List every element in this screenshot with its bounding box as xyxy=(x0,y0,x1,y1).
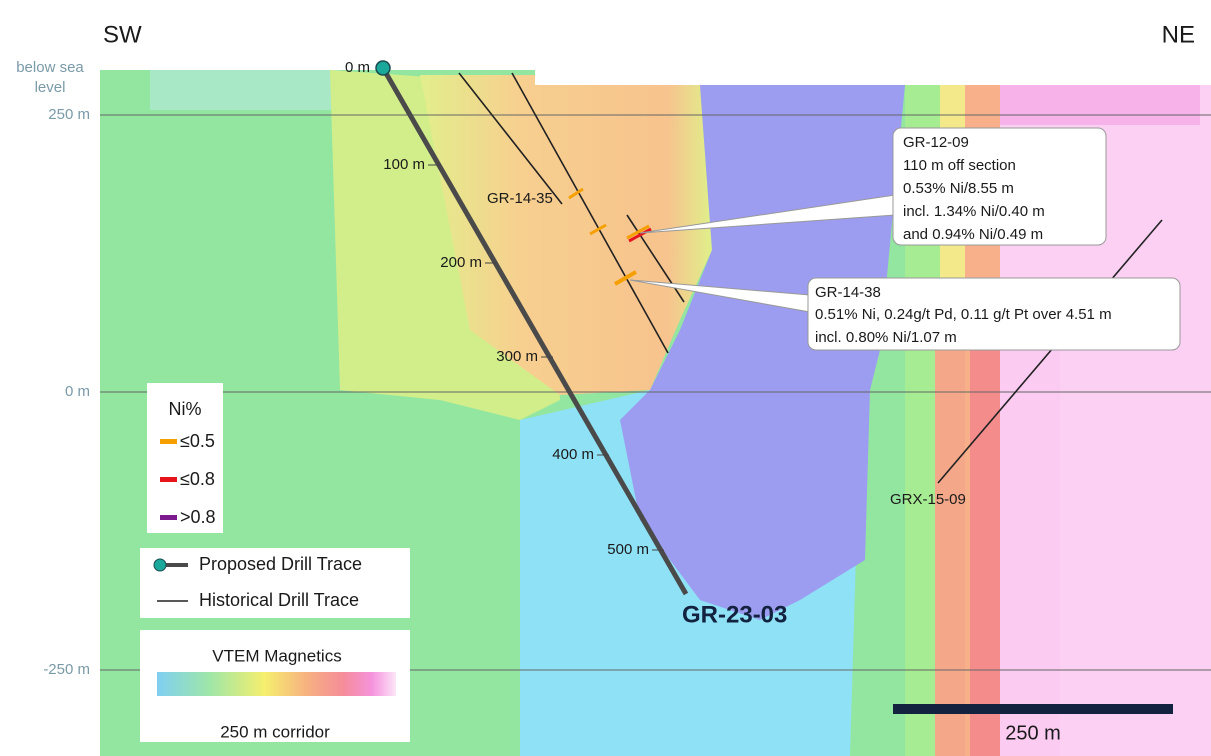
callout-line: incl. 0.80% Ni/1.07 m xyxy=(815,329,957,346)
collar xyxy=(375,60,391,76)
callout-line: and 0.94% Ni/0.49 m xyxy=(903,226,1043,243)
callout-title: GR-14-38 xyxy=(815,284,881,301)
callout-line: 0.51% Ni, 0.24g/t Pd, 0.11 g/t Pt over 4… xyxy=(815,306,1112,323)
callout-line: 110 m off section xyxy=(903,157,1016,174)
legend-label: Proposed Drill Trace xyxy=(199,554,362,574)
legend-swatch xyxy=(153,558,167,572)
drill-label: GR-14-35 xyxy=(487,190,553,207)
legend-title: VTEM Magnetics xyxy=(212,646,341,665)
elevation-label: 250 m xyxy=(48,106,90,123)
intercept xyxy=(614,270,637,286)
depth-ticks xyxy=(428,164,664,551)
drill-name: GR-23-03 xyxy=(682,601,787,628)
callout-title: GR-12-09 xyxy=(903,134,969,151)
direction-label: NE xyxy=(1162,21,1195,48)
legend-swatch xyxy=(160,477,177,482)
intercepts xyxy=(568,187,652,286)
callout-box xyxy=(807,277,1181,351)
historical-trace xyxy=(937,219,1163,484)
elevation-label: -250 m xyxy=(43,661,90,678)
intercept xyxy=(628,227,652,243)
legend-swatch xyxy=(160,515,177,520)
depth-label: 400 m xyxy=(552,446,594,463)
callout-line: 0.53% Ni/8.55 m xyxy=(903,180,1014,197)
depth-label: 300 m xyxy=(496,348,538,365)
legend-label: ≤0.5 xyxy=(180,431,215,451)
depth-label: 200 m xyxy=(440,254,482,271)
legend-box xyxy=(147,383,223,533)
scale-bar xyxy=(893,704,1173,714)
depth-label: 500 m xyxy=(607,541,649,558)
proposed-trace xyxy=(380,66,689,596)
axis-title: below sea xyxy=(16,59,84,76)
callout-box xyxy=(892,127,1107,246)
intercept xyxy=(589,223,607,236)
elevation-label: 0 m xyxy=(65,383,90,400)
historical-trace xyxy=(511,72,669,354)
intercept xyxy=(568,187,584,200)
legend-label: >0.8 xyxy=(180,507,216,527)
direction-label: SW xyxy=(103,21,142,48)
depth-label: 100 m xyxy=(383,156,425,173)
corridor-label: 250 m corridor xyxy=(220,722,330,741)
color-ramp xyxy=(157,672,396,696)
depth-label: 0 m xyxy=(345,59,370,76)
legend-label: ≤0.8 xyxy=(180,469,215,489)
drill-label: GRX-15-09 xyxy=(890,491,966,508)
legend-title: Ni% xyxy=(168,399,201,419)
axis-title: level xyxy=(35,79,66,96)
legend-label: Historical Drill Trace xyxy=(199,590,359,610)
legend-box xyxy=(140,548,410,618)
historical-trace xyxy=(458,72,563,205)
legend-swatch xyxy=(160,439,177,444)
callout-line: incl. 1.34% Ni/0.40 m xyxy=(903,203,1045,220)
intercept xyxy=(626,224,650,240)
scale-label: 250 m xyxy=(1005,722,1061,744)
